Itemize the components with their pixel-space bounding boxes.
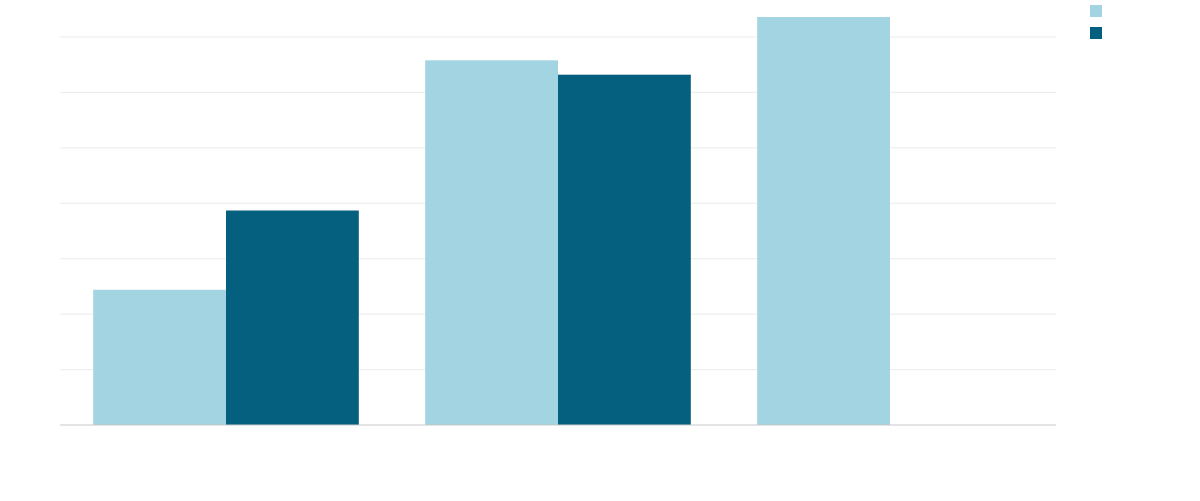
legend-swatch-series-2 [1090, 27, 1102, 39]
bar-series-2-category-2 [558, 74, 691, 425]
legend [1090, 5, 1102, 39]
legend-swatch-series-1 [1090, 5, 1102, 17]
bar-series-1-category-2 [425, 60, 558, 426]
bar-series-1-category-3 [757, 17, 890, 425]
bar-series-2-category-1 [226, 210, 359, 425]
bar-series-1-category-1 [93, 289, 226, 425]
bars [93, 17, 890, 426]
